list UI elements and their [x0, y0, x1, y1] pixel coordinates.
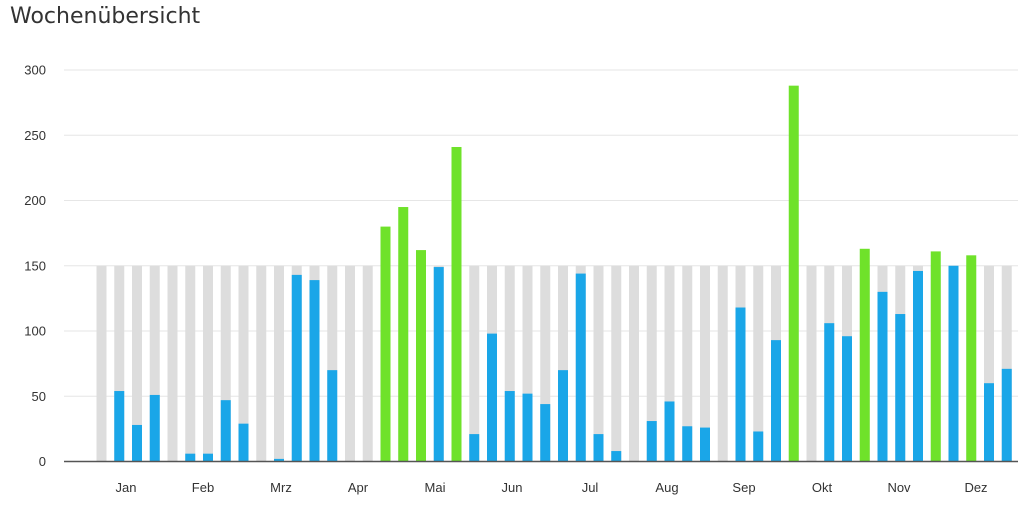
target-bar: [132, 265, 142, 462]
value-bar: [469, 434, 480, 462]
value-bar: [984, 383, 994, 462]
y-tick-label: 50: [32, 389, 46, 404]
y-tick-label: 250: [24, 128, 46, 143]
value-bar: [824, 323, 835, 462]
target-bar: [1001, 265, 1012, 462]
x-tick-label: Dez: [964, 480, 987, 495]
x-tick-label: Jul: [582, 480, 599, 495]
x-tick-label: Mai: [425, 480, 446, 495]
target-bar: [327, 265, 338, 462]
x-tick-label: Jun: [502, 480, 523, 495]
target-bar: [664, 265, 675, 462]
target-bar: [682, 265, 693, 462]
y-tick-label: 150: [24, 258, 46, 273]
target-bar: [238, 265, 249, 462]
y-tick-label: 0: [39, 454, 46, 469]
target-bar: [540, 265, 551, 462]
x-tick-label: Nov: [887, 480, 911, 495]
value-bar: [859, 248, 870, 462]
bars: [96, 85, 1012, 462]
value-bar: [540, 404, 551, 462]
target-bar: [984, 265, 994, 462]
value-bar: [416, 250, 426, 462]
target-bar: [345, 265, 355, 462]
value-bar: [291, 274, 302, 462]
value-bar: [487, 333, 497, 462]
x-tick-label: Apr: [348, 480, 369, 495]
x-tick-label: Okt: [812, 480, 833, 495]
value-bar: [930, 251, 941, 462]
x-tick-label: Feb: [192, 480, 214, 495]
target-bar: [185, 265, 196, 462]
value-bar: [203, 453, 213, 462]
value-bar: [185, 453, 196, 462]
target-bar: [558, 265, 568, 462]
value-bar: [700, 427, 710, 462]
target-bar: [256, 265, 267, 462]
value-bar: [913, 270, 923, 462]
target-bar: [203, 265, 213, 462]
target-bar: [593, 265, 604, 462]
value-bar: [220, 400, 231, 462]
value-bar: [433, 267, 444, 462]
value-bar: [646, 421, 657, 462]
value-bar: [274, 458, 284, 462]
value-bar: [149, 394, 160, 462]
target-bar: [469, 265, 480, 462]
y-tick-label: 200: [24, 193, 46, 208]
x-tick-label: Mrz: [270, 480, 292, 495]
value-bar: [309, 280, 320, 462]
value-bar: [504, 391, 515, 462]
y-tick-label: 100: [24, 324, 46, 339]
value-bar: [664, 401, 675, 462]
chart-title: Wochenübersicht: [10, 4, 201, 29]
target-bar: [114, 265, 125, 462]
target-bar: [646, 265, 657, 462]
target-bar: [629, 265, 639, 462]
target-bar: [149, 265, 160, 462]
x-tick-label: Aug: [655, 480, 678, 495]
y-axis-ticks: 0 50 100 150 200 250 300: [24, 63, 46, 470]
value-bar: [132, 424, 142, 462]
target-bar: [274, 265, 284, 462]
value-bar: [682, 426, 693, 462]
value-bar: [842, 336, 852, 462]
value-bar: [522, 393, 533, 462]
value-bar: [327, 370, 338, 462]
target-bar: [167, 265, 178, 462]
value-bar: [895, 314, 906, 462]
x-tick-label: Jan: [116, 480, 137, 495]
value-bar: [558, 370, 568, 462]
target-bar: [611, 265, 622, 462]
target-bar: [96, 265, 107, 462]
target-bar: [504, 265, 515, 462]
target-bar: [700, 265, 710, 462]
y-tick-label: 300: [24, 63, 46, 78]
target-bar: [362, 265, 373, 462]
value-bar: [735, 307, 746, 462]
target-bar: [753, 265, 764, 462]
target-bar: [806, 265, 817, 462]
target-bar: [522, 265, 533, 462]
value-bar: [238, 423, 249, 462]
value-bar: [575, 273, 586, 462]
value-bar: [380, 226, 391, 462]
value-bar: [398, 207, 409, 462]
value-bar: [788, 85, 799, 462]
value-bar: [1001, 368, 1012, 462]
value-bar: [877, 291, 888, 462]
value-bar: [593, 434, 604, 462]
target-bar: [220, 265, 231, 462]
value-bar: [771, 340, 781, 462]
value-bar: [753, 431, 764, 462]
value-bar: [966, 255, 977, 462]
value-bar: [451, 146, 462, 462]
value-bar: [114, 391, 125, 462]
x-axis-month-labels: Jan Feb Mrz Apr Mai Jun Jul Aug Sep Okt Nov Dez: [116, 480, 988, 495]
value-bar: [611, 451, 622, 462]
target-bar: [717, 265, 728, 462]
value-bar: [948, 265, 959, 462]
x-tick-label: Sep: [732, 480, 755, 495]
